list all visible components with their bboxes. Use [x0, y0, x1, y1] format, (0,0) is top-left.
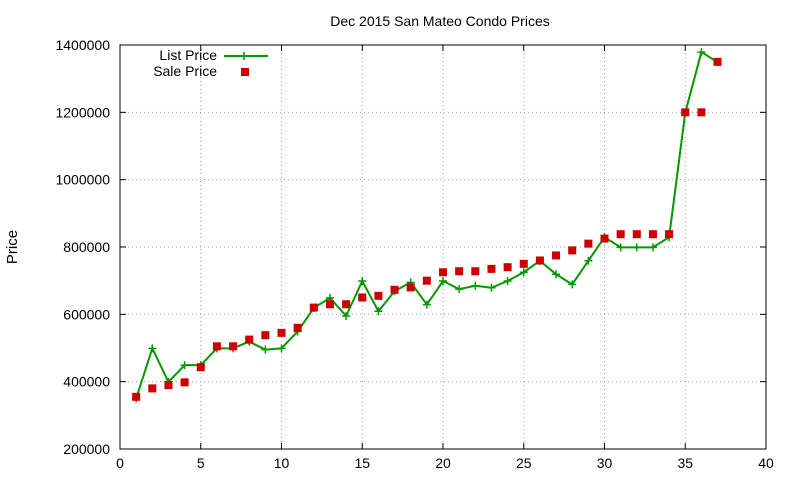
- x-tick-label: 20: [435, 455, 451, 471]
- list-price-point: [697, 48, 706, 57]
- chart-title: Dec 2015 San Mateo Condo Prices: [330, 13, 549, 29]
- sale-price-point: [535, 256, 544, 265]
- sale-price-point: [148, 384, 157, 393]
- sale-price-point: [600, 234, 609, 243]
- legend-marker-list-price: [240, 52, 248, 60]
- grid: [120, 45, 766, 449]
- x-tick-label: 30: [597, 455, 613, 471]
- y-tick-label: 600000: [63, 306, 110, 322]
- list-price-point: [358, 277, 367, 286]
- sale-price-point: [180, 378, 189, 387]
- sale-price-point: [132, 392, 141, 401]
- sale-price-point: [164, 381, 173, 390]
- y-tick-label: 1000000: [55, 172, 110, 188]
- sale-price-point: [245, 335, 254, 344]
- sale-price-point: [212, 342, 221, 351]
- x-tick-label: 40: [758, 455, 774, 471]
- sale-price-point: [277, 328, 286, 337]
- sale-price-point: [309, 303, 318, 312]
- list-price-point: [277, 344, 286, 353]
- list-price-point: [584, 256, 593, 265]
- legend-label-sale-price: Sale Price: [153, 63, 217, 79]
- list-price-point: [519, 268, 528, 277]
- sale-price-point: [568, 246, 577, 255]
- list-price-point: [568, 280, 577, 289]
- y-tick-label: 1400000: [55, 37, 110, 53]
- sale-price-point: [422, 276, 431, 285]
- sale-price-point: [325, 300, 334, 309]
- legend-marker-sale-price: [241, 68, 249, 76]
- sale-price-point: [681, 108, 690, 117]
- list-price-point: [503, 277, 512, 286]
- x-tick-label: 15: [354, 455, 370, 471]
- x-tick-label: 5: [197, 455, 205, 471]
- sale-price-point: [390, 285, 399, 294]
- list-price-point: [552, 270, 561, 279]
- sale-price-point: [487, 264, 496, 273]
- sale-price-point: [471, 267, 480, 276]
- list-price-point: [648, 243, 657, 252]
- sale-price-point: [713, 57, 722, 66]
- list-price-point: [374, 307, 383, 316]
- sale-price-point: [616, 230, 625, 239]
- list-price-point: [471, 281, 480, 290]
- sale-price-point: [406, 283, 415, 292]
- list-price-point: [455, 285, 464, 294]
- list-price-point: [261, 345, 270, 354]
- list-price-point: [148, 344, 157, 353]
- sale-price-point: [374, 291, 383, 300]
- legend-label-list-price: List Price: [159, 47, 217, 63]
- y-tick-label: 200000: [63, 441, 110, 457]
- sale-price-point: [261, 331, 270, 340]
- list-price-point: [422, 300, 431, 309]
- sale-price-point: [293, 323, 302, 332]
- list-price-point: [632, 243, 641, 252]
- x-tick-label: 25: [516, 455, 532, 471]
- sale-price-point: [519, 259, 528, 268]
- x-tick-label: 10: [274, 455, 290, 471]
- list-price-point: [439, 277, 447, 286]
- y-tick-label: 400000: [63, 374, 110, 390]
- x-tick-label: 35: [677, 455, 693, 471]
- y-tick-label: 800000: [63, 239, 110, 255]
- sale-price-point: [439, 268, 447, 277]
- series-line-list-price: [135, 51, 719, 399]
- sale-price-point: [632, 230, 641, 239]
- axis-ticks: 0 5 10 15 20 25 30 35 40 200000 400000 600000 800000…: [55, 37, 774, 471]
- sale-price-point: [584, 239, 593, 248]
- sale-price-point: [196, 363, 205, 372]
- sale-price-point: [648, 230, 657, 239]
- list-price-point: [342, 312, 351, 321]
- x-tick-label: 0: [116, 455, 124, 471]
- legend: List Price Sale Price: [153, 47, 268, 79]
- sale-price-point: [503, 263, 512, 272]
- sale-price-point: [697, 108, 706, 117]
- sale-price-point: [455, 267, 464, 276]
- list-price-point: [180, 361, 189, 370]
- list-price-point: [487, 283, 496, 292]
- y-tick-label: 1200000: [55, 104, 110, 120]
- sale-price-point: [552, 251, 561, 260]
- sale-price-point: [229, 342, 238, 351]
- sale-price-point: [342, 300, 351, 309]
- sale-price-point: [665, 230, 674, 239]
- y-axis-label: Price: [4, 230, 21, 264]
- series: [132, 48, 722, 403]
- sale-price-point: [358, 293, 367, 302]
- list-price-point: [616, 243, 625, 252]
